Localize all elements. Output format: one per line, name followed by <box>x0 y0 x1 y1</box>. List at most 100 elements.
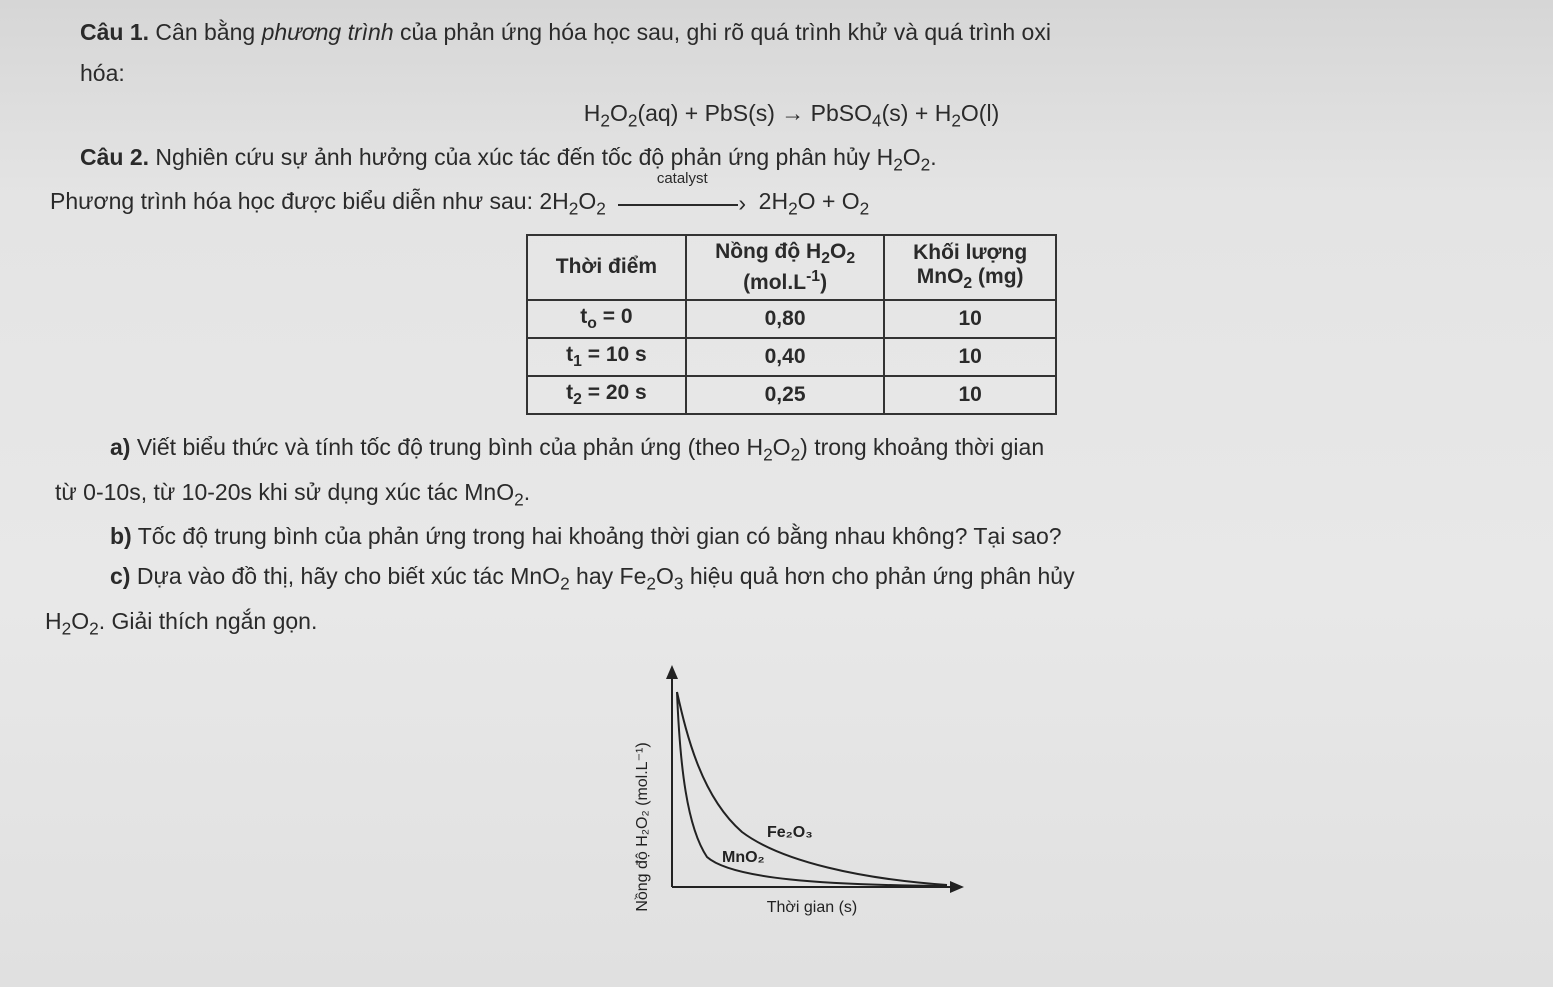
equation-2-line: Phương trình hóa học được biểu diễn như … <box>50 183 1503 223</box>
eq2-lhs-h: 2H <box>539 188 568 214</box>
table-row: t1 = 10 s 0,40 10 <box>527 338 1056 376</box>
q2-sub2: 2 <box>921 155 931 175</box>
pc-t3: O <box>656 563 674 589</box>
curves-group: Fe₂O₃MnO₂ <box>677 692 947 886</box>
pa-l2-sub: 2 <box>514 489 524 509</box>
eq2-rsub1: 2 <box>788 199 798 219</box>
part-b-label: b) <box>110 523 132 549</box>
t0-e: = 0 <box>597 305 633 328</box>
th-conc-sub1: 2 <box>821 250 830 267</box>
part-a-l2end: . <box>524 479 530 505</box>
table-row: t2 = 20 s 0,25 10 <box>527 376 1056 414</box>
eq1-l: (l) <box>979 100 999 126</box>
t2-e: = 20 s <box>582 381 647 404</box>
chart-svg: Fe₂O₃MnO₂ Thời gian (s) Nồng độ H₂O₂ (mo… <box>602 657 982 937</box>
data-table: Thời điểm Nồng độ H2O2 (mol.L-1) Khối lư… <box>526 234 1057 416</box>
question-1-line1: Câu 1. Cân bằng phương trình của phản ứn… <box>80 14 1503 51</box>
eq2-rhs-h2o-o: O <box>798 188 816 214</box>
decay-chart: Fe₂O₃MnO₂ Thời gian (s) Nồng độ H₂O₂ (mo… <box>602 657 982 937</box>
th-conc-sub2: 2 <box>846 250 855 267</box>
eq2-rhs-h2o-h: 2H <box>759 188 788 214</box>
pc-t2: hay Fe <box>570 563 647 589</box>
eq2-rhs-o2: O <box>842 188 860 214</box>
th-conc-l2: (mol.L <box>743 271 806 294</box>
q2-sub1: 2 <box>893 155 903 175</box>
pc-t1: Dựa vào đồ thị, hãy cho biết xúc tác MnO <box>130 563 560 589</box>
curve-label-MnO2: MnO₂ <box>722 849 765 866</box>
table-header-row: Thời điểm Nồng độ H2O2 (mol.L-1) Khối lư… <box>527 235 1056 300</box>
q1-text-c: của phản ứng hóa học sau, ghi rõ quá trì… <box>394 19 1051 45</box>
pc-l2-sub2: 2 <box>89 618 99 638</box>
eq1-s1: (s) <box>748 100 775 126</box>
eq2-catalyst: catalyst <box>612 167 752 191</box>
cell-mass-2: 10 <box>884 376 1056 414</box>
q2-body2: O <box>903 144 921 170</box>
q2-body3: . <box>930 144 936 170</box>
pa-sub2: 2 <box>791 445 801 465</box>
cell-time-1: t1 = 10 s <box>527 338 686 376</box>
th-conc-l2end: ) <box>820 271 827 294</box>
t1-e: = 10 s <box>582 343 647 366</box>
part-a-line2: từ 0-10s, từ 10-20s khi sử dụng xúc tác … <box>55 474 1503 514</box>
q1-text-a: Cân bằng <box>155 19 261 45</box>
cell-time-0: to = 0 <box>527 300 686 338</box>
t1-s: 1 <box>573 353 582 370</box>
eq1-h2o-o: O <box>961 100 979 126</box>
question-2-line: Câu 2. Nghiên cứu sự ảnh hưởng của xúc t… <box>80 139 1503 179</box>
q1-line2: hóa: <box>80 60 125 86</box>
t0-s: o <box>587 315 597 332</box>
curve-MnO2 <box>677 692 947 886</box>
exam-page: Câu 1. Cân bằng phương trình của phản ứn… <box>0 0 1553 987</box>
eq1-arrow: → <box>781 100 810 126</box>
part-a-label: a) <box>110 434 130 460</box>
pc-t4: hiệu quả hơn cho phản ứng phân hủy <box>683 563 1074 589</box>
th-conc-o: O <box>830 240 846 263</box>
eq2-arrow-line <box>618 204 738 206</box>
curve-Fe2O3 <box>677 692 947 885</box>
eq2-sub2a: 2 <box>569 199 579 219</box>
pc-l2-sub1: 2 <box>62 618 72 638</box>
th-conc-l1: Nồng độ H <box>715 240 821 263</box>
cell-conc-1: 0,40 <box>686 338 884 376</box>
x-axis-label: Thời gian (s) <box>766 899 857 916</box>
pc-sub2: 2 <box>646 574 656 594</box>
eq1-h2o-sub: 2 <box>951 110 961 130</box>
table-body: to = 0 0,80 10 t1 = 10 s 0,40 10 t2 = 20… <box>527 300 1056 415</box>
pc-l2-c: . Giải thích ngắn gọn. <box>99 608 318 634</box>
eq1-o: O <box>610 100 628 126</box>
x-axis-arrow <box>950 881 964 893</box>
cell-conc-0: 0,80 <box>686 300 884 338</box>
cell-mass-1: 10 <box>884 338 1056 376</box>
th-mass-l2: MnO <box>917 265 964 288</box>
part-a-t1: Viết biểu thức và tính tốc độ trung bình… <box>130 434 763 460</box>
q2-label: Câu 2. <box>80 144 149 170</box>
part-c-line1: c) Dựa vào đồ thị, hãy cho biết xúc tác … <box>110 558 1503 598</box>
q1-label: Câu 1. <box>80 19 149 45</box>
th-mass-sub: 2 <box>963 275 972 292</box>
eq1-sub2b: 2 <box>628 110 638 130</box>
eq2-intro: Phương trình hóa học được biểu diễn như … <box>50 188 539 214</box>
cell-conc-2: 0,25 <box>686 376 884 414</box>
eq1-pbso4: PbSO <box>811 100 872 126</box>
eq2-rhs-plus: + <box>822 188 842 214</box>
pc-l2-a: H <box>45 608 62 634</box>
part-b-line: b) Tốc độ trung bình của phản ứng trong … <box>110 518 1503 555</box>
pc-l2-b: O <box>71 608 89 634</box>
eq2-lhs-o: O <box>578 188 596 214</box>
part-c-line2: H2O2. Giải thích ngắn gọn. <box>45 603 1503 643</box>
question-1-line2: hóa: <box>80 55 1503 92</box>
part-a-t2: O <box>773 434 791 460</box>
eq2-sub2b: 2 <box>596 199 606 219</box>
th-mass: Khối lượng MnO2 (mg) <box>884 235 1056 300</box>
pa-sub1: 2 <box>763 445 773 465</box>
y-axis-arrow <box>666 665 678 679</box>
eq1-plus: + <box>685 100 705 126</box>
part-a-l2: từ 0-10s, từ 10-20s khi sử dụng xúc tác … <box>55 479 514 505</box>
eq1-aq: (aq) <box>637 100 678 126</box>
eq1-sub2a: 2 <box>600 110 610 130</box>
table-row: to = 0 0,80 10 <box>527 300 1056 338</box>
part-a-line1: a) Viết biểu thức và tính tốc độ trung b… <box>110 429 1503 469</box>
eq1-sub4: 4 <box>872 110 882 130</box>
y-axis-label: Nồng độ H₂O₂ (mol.L⁻¹) <box>634 742 651 911</box>
equation-1: H2O2(aq) + PbS(s) → PbSO4(s) + H2O(l) <box>80 100 1503 132</box>
